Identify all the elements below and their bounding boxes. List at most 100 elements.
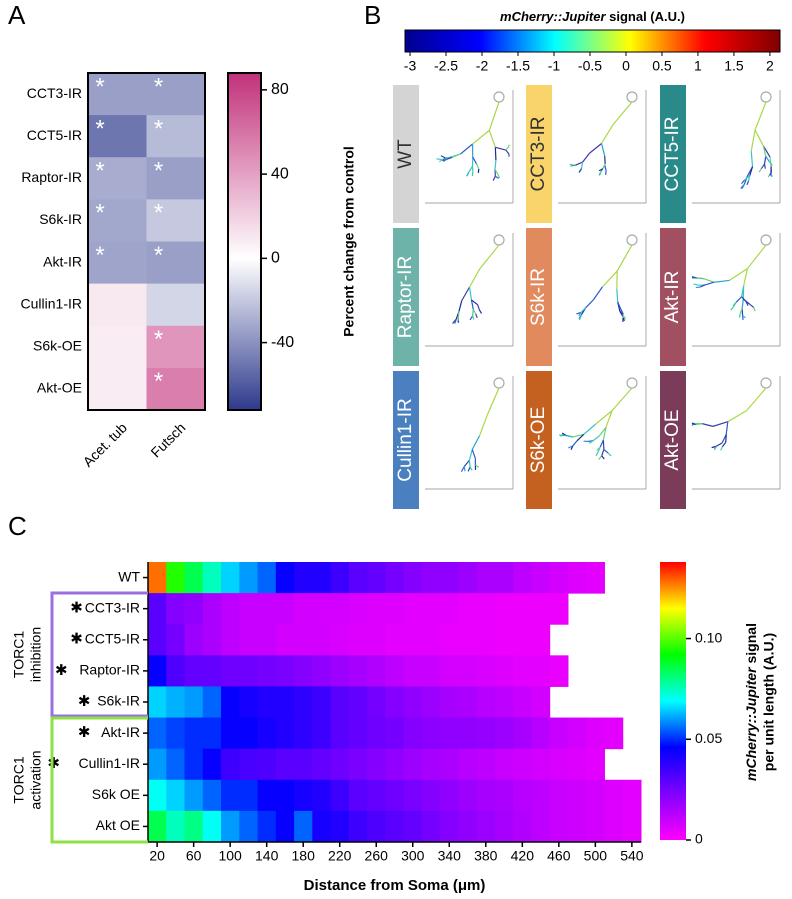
- panel-label: C: [8, 511, 27, 541]
- genotype-label: Cullin1-IR: [395, 398, 416, 481]
- column-label: Futsch: [147, 419, 188, 460]
- heatmap-cell: [458, 686, 478, 719]
- heatmap-cell: [440, 748, 459, 781]
- dendrite: [440, 155, 446, 159]
- heatmap-cell: [166, 562, 186, 594]
- dendrite: [572, 433, 584, 438]
- heatmap-cell: [403, 779, 423, 812]
- heatmap-frame: [87, 72, 206, 411]
- neuron-drawing: [425, 90, 514, 204]
- heatmap-cell: [146, 73, 206, 116]
- dendrite: [505, 145, 510, 151]
- heatmap-cell: [476, 810, 496, 843]
- heatmap-cell: [421, 655, 441, 687]
- heatmap-cell: [421, 593, 441, 625]
- heatmap-cell: [330, 779, 350, 812]
- heatmap-cell: [148, 655, 167, 687]
- neuron-drawing: [425, 376, 514, 490]
- heatmap-cell: [367, 655, 386, 687]
- heatmap-cell: [348, 717, 368, 750]
- heatmap-cell: [312, 624, 332, 656]
- dendrite: [468, 268, 481, 288]
- heatmap-cell: [148, 562, 167, 594]
- heatmap-cell: [294, 562, 313, 594]
- heatmap-cell: [146, 157, 206, 200]
- colorbar-tick-label: -1.5: [506, 58, 530, 74]
- group-bracket: [50, 716, 148, 844]
- heatmap-cell: [549, 655, 569, 687]
- soma: [493, 234, 505, 246]
- significance-marker: *: [154, 368, 163, 395]
- row-label: CCT3-IR: [85, 599, 140, 615]
- dendrite: [574, 161, 583, 166]
- heatmap-cell: [202, 562, 222, 594]
- heatmap-cell: [330, 655, 350, 687]
- dendrite: [585, 299, 594, 309]
- heatmap-cell: [184, 655, 204, 687]
- dendrite: [716, 442, 723, 447]
- heatmap-cell: [385, 748, 405, 781]
- heatmap-cell: [549, 562, 569, 594]
- dendrite: [595, 452, 599, 457]
- heatmap-cell: [294, 593, 313, 625]
- colorbar-tick-label: -2.5: [434, 58, 458, 74]
- heatmap-cell: [440, 810, 459, 843]
- colorbar-tick-label: -40: [271, 334, 294, 351]
- heatmap-cell: [440, 779, 459, 812]
- heatmap-cell: [458, 779, 478, 812]
- dendrite: [463, 459, 470, 467]
- dendrite: [494, 160, 497, 170]
- heatmap-cell: [330, 562, 350, 594]
- heatmap-cell: [531, 810, 551, 843]
- group-bracket: [50, 591, 148, 718]
- heatmap-cell: [531, 624, 551, 656]
- dendrite: [739, 308, 743, 314]
- heatmap-cell: [586, 810, 605, 843]
- dendrite: [475, 163, 480, 170]
- dendrite: [604, 165, 607, 171]
- heatmap-cell: [531, 593, 551, 625]
- heatmap-cell: [476, 748, 496, 781]
- significance-marker: *: [95, 115, 104, 142]
- heatmap-cell: [146, 241, 206, 285]
- heatmap-cell: [513, 655, 532, 687]
- heatmap-cell: [494, 779, 514, 812]
- significance-marker: ✱: [55, 662, 68, 679]
- heatmap-cell: [275, 748, 295, 781]
- genotype-label: WT: [395, 139, 416, 169]
- heatmap-cell: [202, 748, 222, 781]
- x-tick-label: 540: [620, 848, 644, 864]
- colorbar-tick-label: 40: [271, 165, 289, 182]
- dendrite: [600, 143, 606, 157]
- dendrite: [589, 143, 602, 154]
- dendrite: [769, 171, 772, 176]
- colorbar-tick-label: 0: [695, 831, 703, 847]
- dendrite: [762, 145, 767, 157]
- neuron-drawing: [691, 233, 781, 347]
- heatmap-cell: [513, 624, 532, 656]
- group-label: inhibition: [28, 627, 44, 682]
- dendrite: [769, 156, 772, 167]
- dendrite: [576, 433, 585, 442]
- dendrite: [704, 281, 715, 286]
- title-rest: signal (A.U.): [606, 9, 685, 24]
- heatmap-cell: [146, 325, 206, 369]
- heatmap-cell: [494, 624, 514, 656]
- heatmap-cell: [146, 199, 206, 242]
- heatmap-cell: [88, 157, 147, 200]
- heatmap-cell: [385, 655, 405, 687]
- panel-label: B: [364, 0, 381, 30]
- heatmap-cell: [330, 686, 350, 719]
- dendrite: [765, 156, 770, 163]
- heatmap-cell: [294, 717, 313, 750]
- heatmap-cell: [421, 686, 441, 719]
- dendrite: [727, 410, 747, 423]
- dendrite: [616, 289, 619, 303]
- significance-marker: ✱: [70, 600, 83, 617]
- group-label: activation: [28, 750, 44, 809]
- dendrite: [725, 421, 729, 435]
- heatmap-cell: [586, 779, 605, 812]
- x-tick-label: 180: [292, 848, 316, 864]
- significance-marker: *: [95, 158, 104, 185]
- heatmap-cell: [312, 655, 332, 687]
